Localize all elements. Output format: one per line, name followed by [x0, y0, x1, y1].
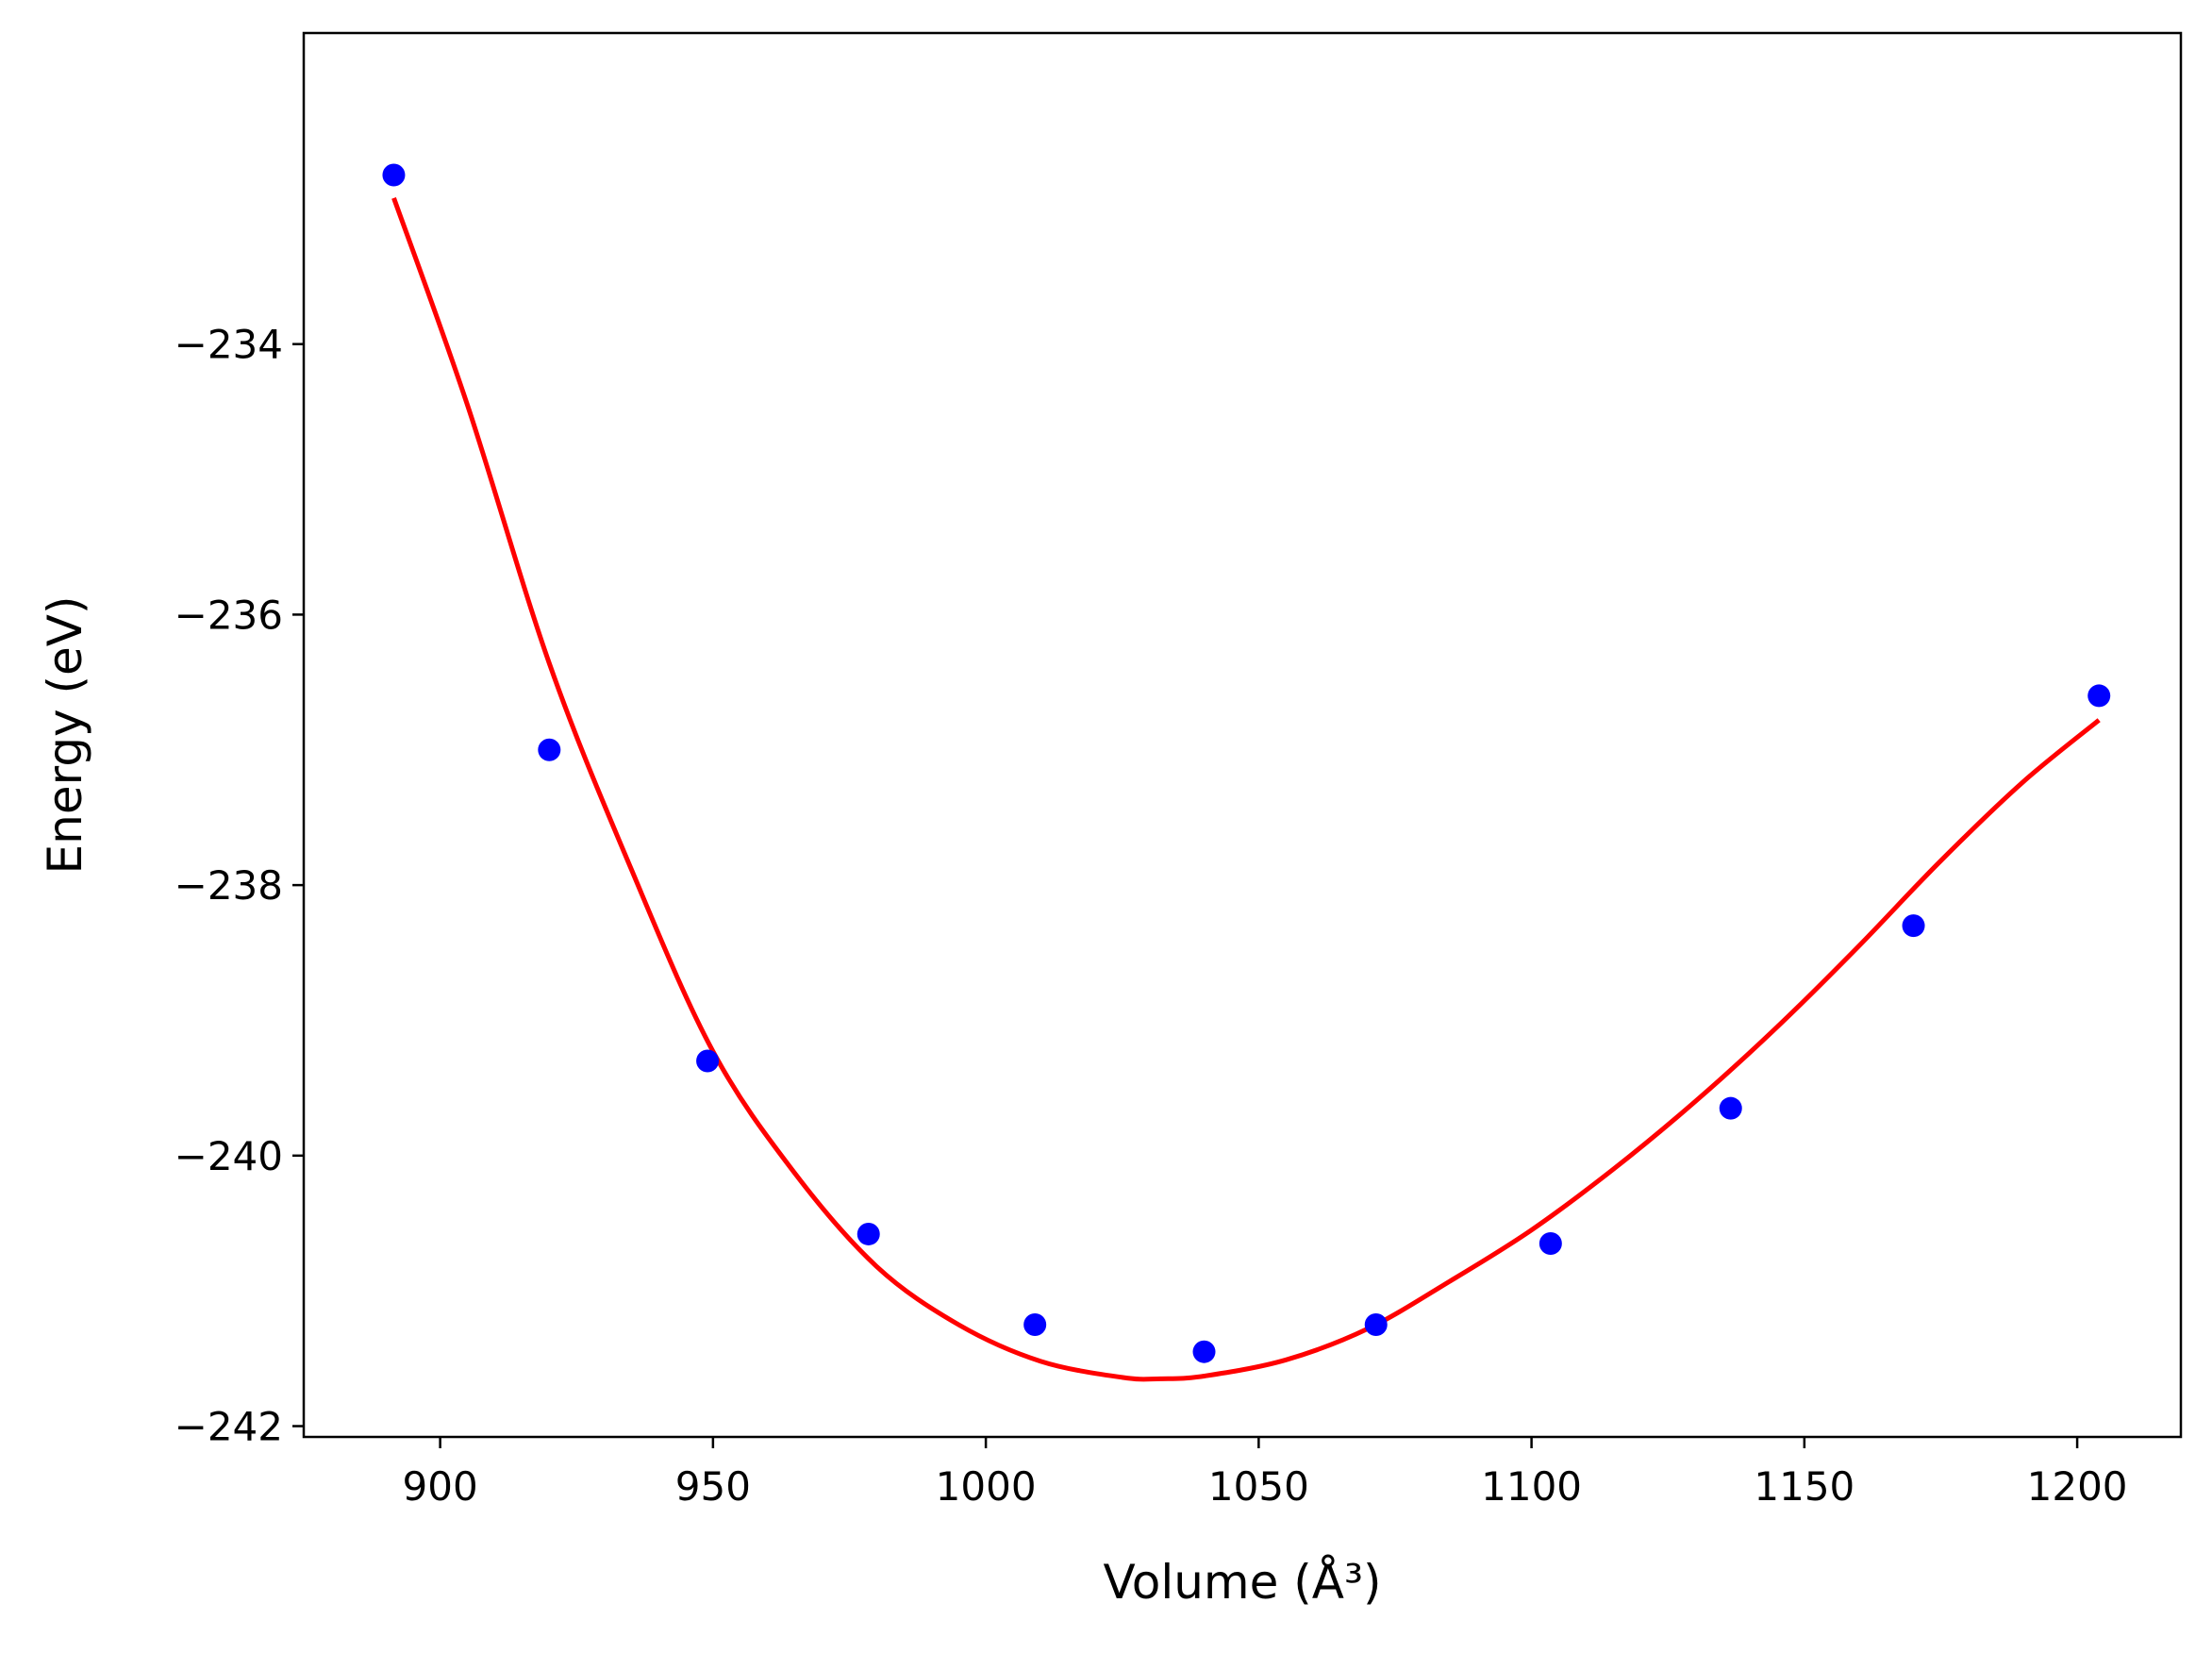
data-point	[1902, 914, 1925, 938]
y-tick-label: −234	[175, 322, 283, 368]
data-point	[696, 1049, 720, 1073]
x-tick-label: 1100	[1481, 1463, 1582, 1510]
y-axis-label: Energy (eV)	[38, 596, 92, 875]
x-tick-label: 1150	[1754, 1463, 1854, 1510]
data-point	[1192, 1340, 1216, 1363]
fit-curve-line	[391, 197, 2101, 1382]
y-tick-label: −238	[175, 862, 283, 909]
x-tick-label: 1000	[936, 1463, 1037, 1510]
data-point	[1023, 1313, 1047, 1337]
data-point	[1538, 1232, 1562, 1256]
y-tick-label: −236	[175, 592, 283, 638]
x-axis-ticks: 900 950 1000 1050 1100 1150 1200	[403, 1437, 2128, 1510]
y-tick-label: −242	[175, 1404, 283, 1450]
data-point	[1364, 1313, 1388, 1337]
y-tick-label: −240	[175, 1133, 283, 1179]
x-tick-label: 1200	[2027, 1463, 2128, 1510]
data-point	[1719, 1096, 1742, 1120]
data-point	[538, 738, 561, 761]
x-axis-label: Volume (Å³)	[1103, 1555, 1381, 1610]
y-axis-ticks: −234 −236 −238 −240 −242	[175, 322, 304, 1450]
axes-frame	[302, 31, 2183, 1439]
data-point	[2087, 684, 2111, 708]
x-tick-label: 900	[403, 1463, 478, 1510]
x-tick-label: 1050	[1208, 1463, 1309, 1510]
data-marks	[382, 163, 2111, 1382]
data-point	[382, 163, 406, 187]
data-point	[857, 1222, 880, 1245]
x-tick-label: 950	[675, 1463, 751, 1510]
